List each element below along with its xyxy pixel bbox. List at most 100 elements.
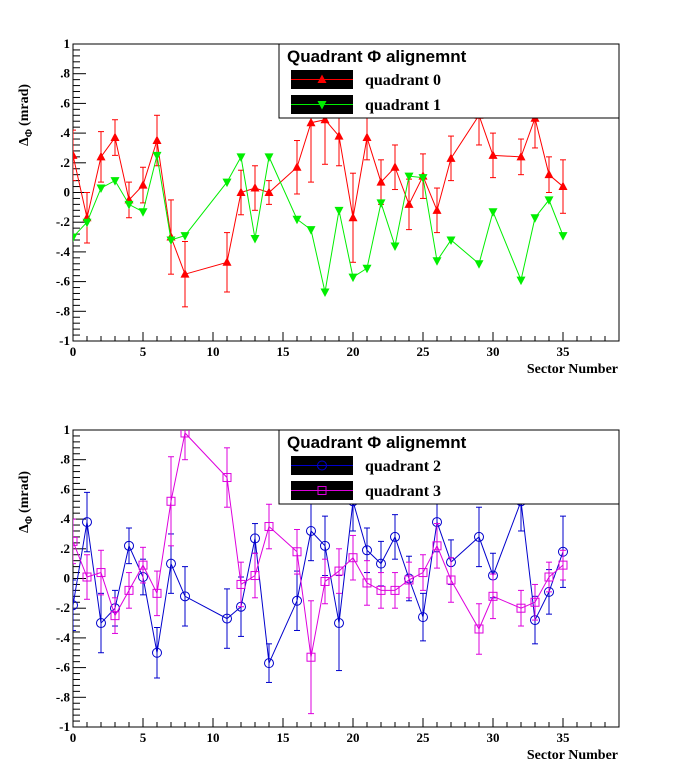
data-point (404, 575, 414, 585)
x-tick-label: 5 (140, 730, 147, 745)
data-point (488, 208, 498, 217)
y-tick-label: .8 (60, 66, 70, 81)
y-tick-label: -.2 (56, 600, 70, 615)
data-point (306, 226, 316, 235)
data-point (348, 212, 358, 222)
data-point (306, 525, 316, 536)
x-tick-label: 10 (207, 730, 220, 745)
data-point (250, 571, 260, 581)
data-point (530, 214, 540, 223)
data-point (96, 184, 106, 194)
data-point (138, 208, 148, 217)
data-point (558, 232, 568, 241)
data-point (236, 579, 246, 589)
data-point (180, 232, 190, 241)
data-point (516, 603, 526, 613)
y-tick-label: 0 (64, 185, 71, 200)
y-tick-label: -1 (59, 719, 70, 734)
data-point (516, 276, 526, 286)
legend-marker (317, 74, 327, 83)
data-layer (73, 62, 568, 308)
data-point (362, 545, 372, 556)
data-point (292, 595, 302, 606)
y-tick-label: .8 (60, 452, 70, 467)
data-point (544, 169, 554, 179)
data-point (376, 199, 386, 208)
data-point (152, 151, 162, 161)
y-axis-title-subscript: Φ (24, 129, 35, 137)
data-point (222, 178, 232, 188)
x-tick-label: 0 (70, 344, 77, 359)
x-tick-label: 5 (140, 344, 147, 359)
data-point (152, 647, 162, 658)
y-tick-label: -.4 (56, 630, 71, 645)
data-point (362, 578, 372, 588)
data-point (110, 177, 120, 186)
y-tick-label: -.8 (56, 689, 71, 704)
legend-entry-label: quadrant 1 (365, 97, 441, 114)
x-tick-label: 35 (557, 344, 571, 359)
y-axis-title-unit: (mrad) (17, 84, 32, 126)
data-point (488, 150, 498, 159)
data-point (124, 585, 134, 595)
series-line (73, 114, 564, 275)
data-point (292, 215, 302, 225)
y-tick-label: .6 (60, 481, 70, 496)
x-axis-title: Sector Number (527, 362, 618, 377)
data-point (82, 218, 92, 228)
data-point (110, 132, 120, 142)
data-point (250, 235, 260, 244)
data-point (96, 618, 106, 629)
data-point (334, 566, 344, 576)
y-tick-label: .2 (60, 541, 70, 556)
y-axis-title-subscript: Φ (24, 516, 35, 524)
data-point (558, 560, 568, 570)
chart-panel-0: 0 5 10 15 20 25 30 35 -1 -.8 -.6 -.4 -.2 0 .2 .4 .6 .8 1 Se… (17, 36, 620, 377)
series-quadrant-3 (73, 430, 568, 715)
x-tick-label: 20 (347, 344, 360, 359)
data-point (138, 560, 148, 570)
data-point (320, 114, 330, 124)
data-point (418, 568, 428, 578)
data-point (166, 496, 176, 506)
series-quadrant-1 (73, 151, 568, 297)
data-point (362, 264, 372, 274)
data-point (73, 150, 78, 159)
y-tick-label: -.4 (56, 244, 71, 259)
y-axis-title: ΔΦ (mrad) (17, 84, 35, 146)
data-point (390, 531, 400, 542)
data-point (236, 187, 246, 196)
data-point (334, 206, 344, 216)
data-point (222, 257, 232, 266)
data-point (96, 151, 106, 161)
data-point (180, 269, 190, 278)
data-point (390, 242, 400, 251)
data-point (166, 558, 176, 569)
y-tick-label: 1 (64, 36, 71, 51)
data-point (544, 572, 554, 582)
data-point (474, 260, 484, 269)
x-tick-label: 15 (277, 344, 291, 359)
data-point (488, 591, 498, 601)
x-tick-label: 0 (70, 730, 77, 745)
data-point (320, 288, 330, 297)
series-line (73, 501, 564, 666)
data-point (474, 531, 484, 542)
data-point (73, 600, 78, 611)
chart-panel-1: 0 5 10 15 20 25 30 35 -1 -.8 -.6 -.4 -.2 0 .2 .4 .6 .8 1 Se… (17, 422, 620, 763)
data-point (110, 611, 120, 621)
data-point (376, 177, 386, 186)
legend: Quadrant Φ alignemnt quadrant 2 quadrant 3 (278, 429, 620, 505)
y-tick-label: -.6 (56, 660, 71, 675)
y-tick-label: .4 (60, 511, 70, 526)
x-tick-label: 25 (417, 344, 431, 359)
legend-marker (317, 101, 327, 110)
y-tick-label: 0 (64, 571, 71, 586)
data-point (334, 618, 344, 629)
data-point (404, 172, 414, 182)
data-point (432, 257, 442, 266)
y-tick-label: -1 (59, 333, 70, 348)
data-point (474, 624, 484, 634)
data-point (404, 199, 414, 208)
